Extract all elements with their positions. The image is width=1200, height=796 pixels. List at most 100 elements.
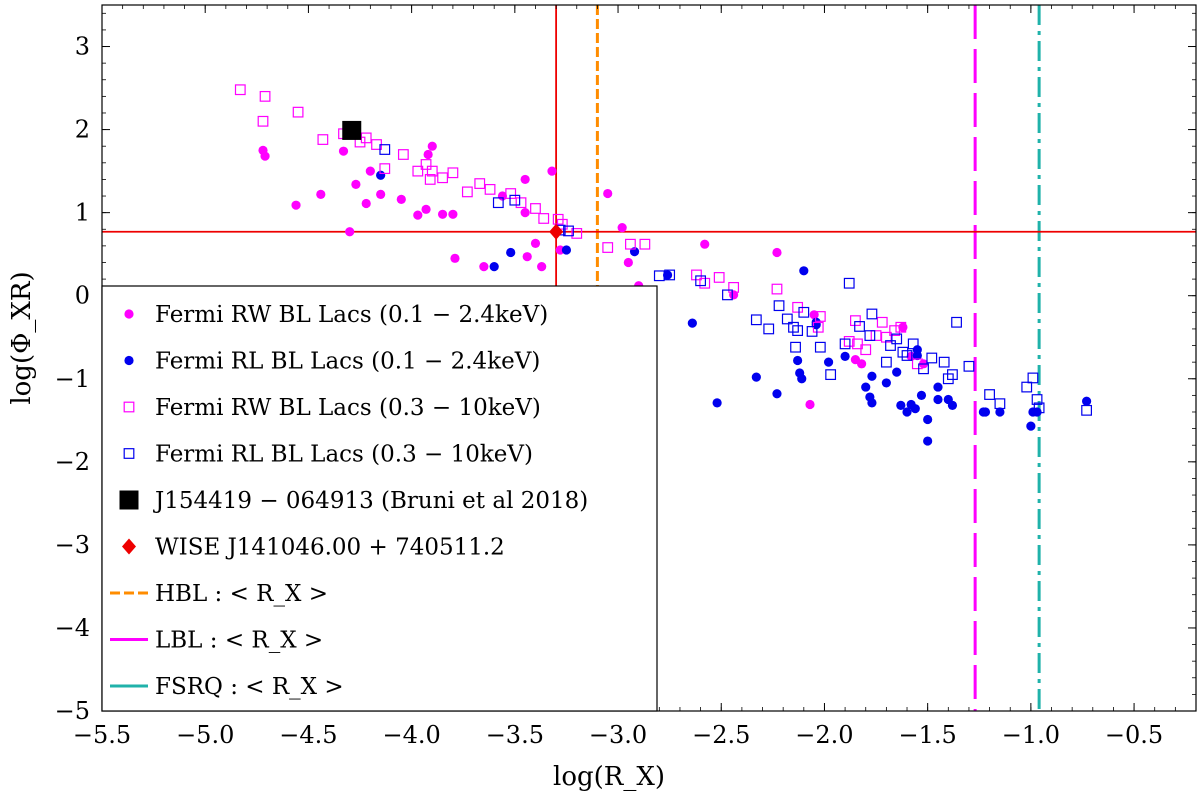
point-s1-28 bbox=[910, 404, 920, 414]
point-s0-35 bbox=[772, 247, 782, 258]
point-s2-38 bbox=[843, 335, 855, 347]
point-s1-22 bbox=[867, 371, 877, 381]
point-s2-18 bbox=[474, 178, 486, 189]
point-s0-20 bbox=[520, 208, 530, 218]
point-s2-11 bbox=[412, 165, 424, 177]
point-s3-31 bbox=[918, 363, 929, 375]
point-s1-21 bbox=[867, 398, 877, 408]
point-s3-18 bbox=[814, 341, 826, 353]
legend-marker-0 bbox=[124, 309, 134, 319]
point-s1-3 bbox=[561, 245, 572, 255]
point-s1-37 bbox=[947, 400, 958, 410]
point-s1-31 bbox=[916, 390, 927, 400]
point-s2-36 bbox=[812, 321, 824, 333]
point-s1-8 bbox=[712, 398, 722, 408]
legend-label-6: HBL : < R_X > bbox=[155, 581, 328, 607]
point-s3-32 bbox=[926, 352, 938, 364]
point-s2-13 bbox=[424, 174, 436, 185]
point-s0-6 bbox=[351, 179, 361, 190]
point-s0-13 bbox=[423, 149, 433, 160]
point-s1-17 bbox=[823, 357, 834, 367]
point-s2-39 bbox=[850, 315, 861, 327]
point-s1-0 bbox=[376, 170, 386, 180]
point-s3-6 bbox=[664, 269, 676, 281]
x-tick-label-7: −2.0 bbox=[795, 721, 853, 749]
legend: Fermi RW BL Lacs (0.1 − 2.4keV) Fermi RL … bbox=[101, 285, 658, 712]
point-s3-44 bbox=[1081, 404, 1093, 416]
point-s2-37 bbox=[814, 311, 826, 322]
point-s3-10 bbox=[763, 323, 775, 335]
point-s0-21 bbox=[520, 174, 530, 185]
point-s2-29 bbox=[639, 238, 651, 250]
point-s3-39 bbox=[994, 398, 1006, 410]
point-s2-30 bbox=[691, 269, 702, 281]
y-tick-label-2: −3 bbox=[55, 531, 90, 559]
point-s2-44 bbox=[880, 331, 892, 343]
point-s0-4 bbox=[338, 146, 349, 156]
point-s2-7 bbox=[360, 132, 372, 144]
legend-label-0: Fermi RW BL Lacs (0.1 − 2.4keV) bbox=[155, 302, 548, 328]
point-s1-19 bbox=[861, 382, 871, 392]
point-s0-9 bbox=[376, 189, 386, 199]
point-s2-3 bbox=[292, 106, 304, 118]
legend-marker-5 bbox=[122, 538, 136, 555]
point-s0-17 bbox=[450, 253, 460, 263]
point-s0-24 bbox=[537, 262, 547, 272]
point-s3-19 bbox=[825, 369, 837, 381]
point-s0-1 bbox=[260, 151, 270, 161]
point-s1-33 bbox=[923, 414, 933, 425]
point-s2-45 bbox=[889, 325, 901, 336]
x-tick-label-1: −5.0 bbox=[176, 721, 234, 749]
point-s5-0 bbox=[549, 223, 564, 240]
point-s2-26 bbox=[571, 228, 583, 239]
point-s2-25 bbox=[556, 218, 568, 230]
legend-label-8: FSRQ : < R_X > bbox=[155, 674, 344, 700]
point-s1-40 bbox=[1026, 421, 1036, 431]
x-tick-label-10: −0.5 bbox=[1105, 721, 1163, 749]
point-s3-29 bbox=[901, 350, 913, 361]
point-s0-36 bbox=[809, 310, 819, 320]
point-s2-34 bbox=[771, 283, 783, 295]
point-s2-31 bbox=[699, 277, 711, 289]
point-s0-8 bbox=[365, 166, 375, 176]
point-s0-15 bbox=[437, 209, 448, 219]
point-s2-19 bbox=[484, 183, 496, 195]
point-s3-0 bbox=[379, 144, 391, 155]
point-s0-23 bbox=[530, 238, 541, 248]
point-s3-8 bbox=[722, 289, 733, 301]
point-s3-27 bbox=[891, 333, 903, 345]
point-s2-33 bbox=[728, 282, 740, 293]
point-s3-33 bbox=[938, 356, 950, 368]
legend-label-1: Fermi RL BL Lacs (0.1 − 2.4keV) bbox=[155, 349, 540, 375]
y-tick-label-6: 1 bbox=[75, 199, 90, 227]
point-s3-25 bbox=[880, 356, 892, 368]
point-s2-17 bbox=[461, 186, 473, 198]
point-s2-0 bbox=[234, 84, 246, 96]
point-s2-40 bbox=[852, 338, 863, 350]
point-s1-13 bbox=[797, 374, 807, 384]
point-s0-40 bbox=[857, 359, 867, 369]
y-tick-label-5: 0 bbox=[75, 282, 90, 310]
point-s3-23 bbox=[864, 330, 876, 341]
point-s2-28 bbox=[625, 238, 636, 250]
point-s3-14 bbox=[790, 341, 801, 353]
x-tick-label-8: −1.5 bbox=[899, 721, 957, 749]
y-axis-label: log(Φ_XR) bbox=[7, 271, 37, 404]
y-tick-label-0: −5 bbox=[55, 697, 90, 725]
legend-label-4: J154419 − 064913 (Bruni et al 2018) bbox=[153, 488, 588, 514]
point-s1-7 bbox=[687, 318, 697, 328]
point-s2-32 bbox=[713, 272, 725, 283]
point-s0-30 bbox=[623, 257, 633, 268]
legend-box bbox=[101, 285, 658, 712]
point-s1-34 bbox=[933, 394, 943, 405]
point-s2-27 bbox=[602, 242, 614, 253]
point-s3-7 bbox=[695, 275, 707, 287]
point-s2-43 bbox=[876, 316, 888, 328]
point-s3-35 bbox=[947, 369, 958, 381]
point-s0-3 bbox=[316, 189, 326, 199]
point-s2-22 bbox=[530, 203, 541, 214]
y-tick-label-3: −2 bbox=[55, 448, 90, 476]
legend-label-7: LBL : < R_X > bbox=[155, 628, 323, 654]
point-s2-9 bbox=[379, 163, 391, 175]
point-s2-23 bbox=[538, 213, 550, 224]
